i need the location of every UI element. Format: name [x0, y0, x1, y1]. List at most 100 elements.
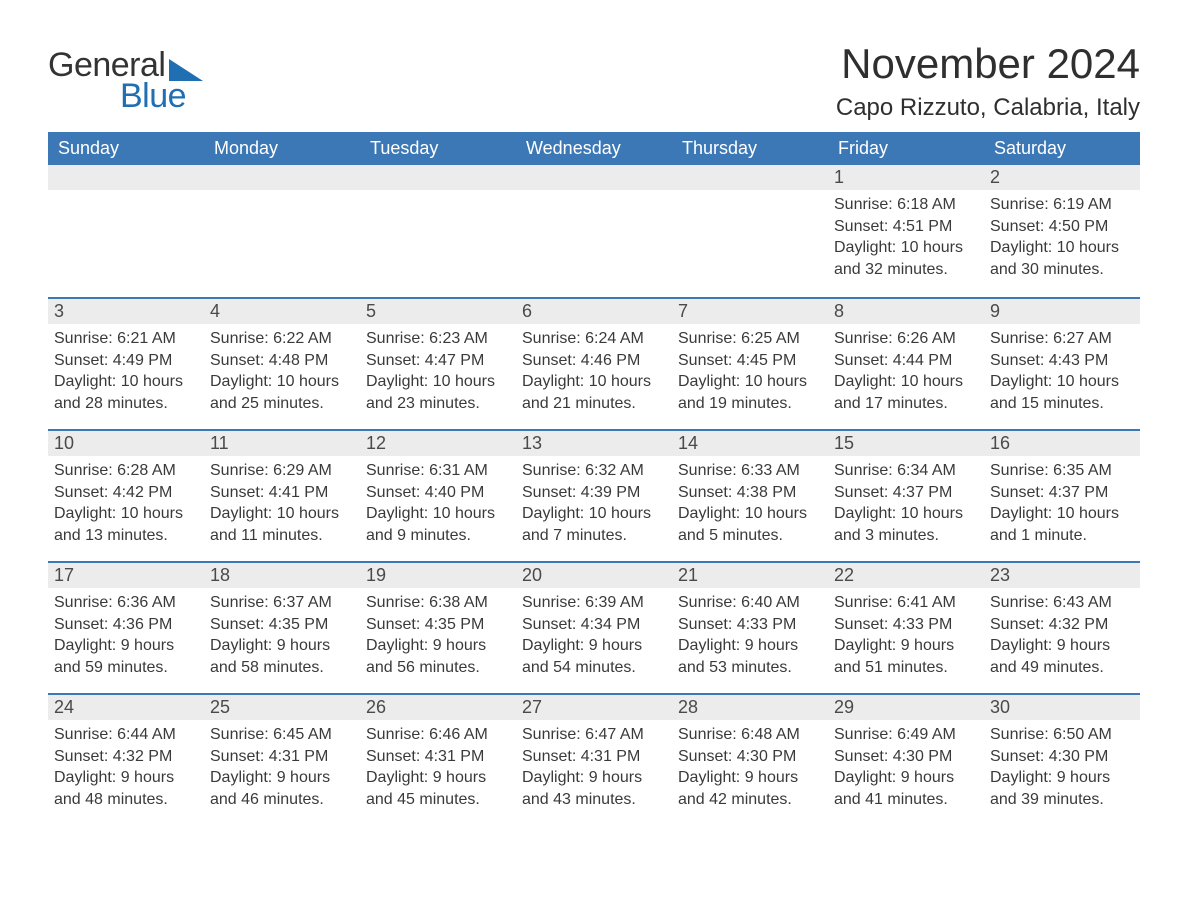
sunrise-text: Sunrise: 6:36 AM: [54, 592, 198, 614]
day-details: Sunrise: 6:39 AMSunset: 4:34 PMDaylight:…: [516, 588, 672, 684]
day-details: Sunrise: 6:25 AMSunset: 4:45 PMDaylight:…: [672, 324, 828, 420]
calendar-cell: 30Sunrise: 6:50 AMSunset: 4:30 PMDayligh…: [984, 693, 1140, 825]
daylight-text: Daylight: 10 hours and 11 minutes.: [210, 503, 354, 546]
sunrise-text: Sunrise: 6:26 AM: [834, 328, 978, 350]
day-number: [672, 165, 828, 190]
day-number: 20: [516, 563, 672, 588]
day-details: Sunrise: 6:29 AMSunset: 4:41 PMDaylight:…: [204, 456, 360, 552]
sunset-text: Sunset: 4:41 PM: [210, 482, 354, 504]
sunrise-text: Sunrise: 6:46 AM: [366, 724, 510, 746]
daylight-text: Daylight: 9 hours and 53 minutes.: [678, 635, 822, 678]
calendar-cell: 2 Sunrise: 6:19 AMSunset: 4:50 PMDaylight…: [984, 165, 1140, 297]
daylight-text: Daylight: 10 hours and 32 minutes.: [834, 237, 978, 280]
daylight-text: Daylight: 10 hours and 30 minutes.: [990, 237, 1134, 280]
day-details: Sunrise: 6:22 AMSunset: 4:48 PMDaylight:…: [204, 324, 360, 420]
sunrise-text: Sunrise: 6:24 AM: [522, 328, 666, 350]
calendar-cell: 17Sunrise: 6:36 AMSunset: 4:36 PMDayligh…: [48, 561, 204, 693]
header: General Blue November 2024 Capo Rizzuto,…: [48, 40, 1140, 132]
sunset-text: Sunset: 4:35 PM: [210, 614, 354, 636]
daylight-text: Daylight: 9 hours and 56 minutes.: [366, 635, 510, 678]
day-details: Sunrise: 6:23 AMSunset: 4:47 PMDaylight:…: [360, 324, 516, 420]
day-number: 12: [360, 431, 516, 456]
day-details: Sunrise: 6:38 AMSunset: 4:35 PMDaylight:…: [360, 588, 516, 684]
logo-text-blue: Blue: [120, 77, 186, 116]
calendar-cell: 13Sunrise: 6:32 AMSunset: 4:39 PMDayligh…: [516, 429, 672, 561]
logo: General Blue: [48, 46, 203, 116]
month-title: November 2024: [836, 40, 1140, 88]
daylight-text: Daylight: 9 hours and 51 minutes.: [834, 635, 978, 678]
sunrise-text: Sunrise: 6:18 AM: [834, 194, 978, 216]
sunset-text: Sunset: 4:33 PM: [834, 614, 978, 636]
daylight-text: Daylight: 9 hours and 58 minutes.: [210, 635, 354, 678]
calendar-cell: [360, 165, 516, 297]
calendar-cell: 25Sunrise: 6:45 AMSunset: 4:31 PMDayligh…: [204, 693, 360, 825]
sunset-text: Sunset: 4:33 PM: [678, 614, 822, 636]
weekday-header: Friday: [828, 132, 984, 165]
calendar-cell: 22Sunrise: 6:41 AMSunset: 4:33 PMDayligh…: [828, 561, 984, 693]
sunrise-text: Sunrise: 6:28 AM: [54, 460, 198, 482]
day-number: 21: [672, 563, 828, 588]
sunset-text: Sunset: 4:31 PM: [210, 746, 354, 768]
sunset-text: Sunset: 4:31 PM: [366, 746, 510, 768]
calendar-cell: 9Sunrise: 6:27 AMSunset: 4:43 PMDaylight…: [984, 297, 1140, 429]
sunrise-text: Sunrise: 6:23 AM: [366, 328, 510, 350]
daylight-text: Daylight: 9 hours and 45 minutes.: [366, 767, 510, 810]
day-details: [204, 190, 360, 200]
day-number: 26: [360, 695, 516, 720]
day-number: 2: [984, 165, 1140, 190]
daylight-text: Daylight: 10 hours and 28 minutes.: [54, 371, 198, 414]
sunset-text: Sunset: 4:32 PM: [990, 614, 1134, 636]
sunset-text: Sunset: 4:31 PM: [522, 746, 666, 768]
calendar-cell: 11Sunrise: 6:29 AMSunset: 4:41 PMDayligh…: [204, 429, 360, 561]
sunset-text: Sunset: 4:37 PM: [834, 482, 978, 504]
sunset-text: Sunset: 4:37 PM: [990, 482, 1134, 504]
day-details: [516, 190, 672, 200]
calendar-cell: 3Sunrise: 6:21 AMSunset: 4:49 PMDaylight…: [48, 297, 204, 429]
sunset-text: Sunset: 4:32 PM: [54, 746, 198, 768]
calendar-cell: [672, 165, 828, 297]
sunset-text: Sunset: 4:42 PM: [54, 482, 198, 504]
sunset-text: Sunset: 4:49 PM: [54, 350, 198, 372]
day-number: 6: [516, 299, 672, 324]
sunrise-text: Sunrise: 6:19 AM: [990, 194, 1134, 216]
sunrise-text: Sunrise: 6:39 AM: [522, 592, 666, 614]
calendar-row: 1Sunrise: 6:18 AMSunset: 4:51 PMDaylight…: [48, 165, 1140, 297]
day-number: 17: [48, 563, 204, 588]
sunset-text: Sunset: 4:39 PM: [522, 482, 666, 504]
sunrise-text: Sunrise: 6:43 AM: [990, 592, 1134, 614]
day-number: 7: [672, 299, 828, 324]
sunrise-text: Sunrise: 6:22 AM: [210, 328, 354, 350]
daylight-text: Daylight: 9 hours and 54 minutes.: [522, 635, 666, 678]
day-number: 9: [984, 299, 1140, 324]
day-details: Sunrise: 6:21 AMSunset: 4:49 PMDaylight:…: [48, 324, 204, 420]
calendar-cell: 19Sunrise: 6:38 AMSunset: 4:35 PMDayligh…: [360, 561, 516, 693]
sunrise-text: Sunrise: 6:45 AM: [210, 724, 354, 746]
calendar-cell: 26Sunrise: 6:46 AMSunset: 4:31 PMDayligh…: [360, 693, 516, 825]
day-details: Sunrise: 6:37 AMSunset: 4:35 PMDaylight:…: [204, 588, 360, 684]
calendar-cell: [204, 165, 360, 297]
calendar-row: 17Sunrise: 6:36 AMSunset: 4:36 PMDayligh…: [48, 561, 1140, 693]
sunrise-text: Sunrise: 6:32 AM: [522, 460, 666, 482]
sunset-text: Sunset: 4:50 PM: [990, 216, 1134, 238]
day-details: Sunrise: 6:24 AMSunset: 4:46 PMDaylight:…: [516, 324, 672, 420]
daylight-text: Daylight: 10 hours and 15 minutes.: [990, 371, 1134, 414]
day-details: Sunrise: 6:43 AMSunset: 4:32 PMDaylight:…: [984, 588, 1140, 684]
calendar-cell: 27Sunrise: 6:47 AMSunset: 4:31 PMDayligh…: [516, 693, 672, 825]
sunrise-text: Sunrise: 6:27 AM: [990, 328, 1134, 350]
sunrise-text: Sunrise: 6:41 AM: [834, 592, 978, 614]
calendar-cell: 23Sunrise: 6:43 AMSunset: 4:32 PMDayligh…: [984, 561, 1140, 693]
daylight-text: Daylight: 10 hours and 25 minutes.: [210, 371, 354, 414]
daylight-text: Daylight: 10 hours and 13 minutes.: [54, 503, 198, 546]
day-details: [48, 190, 204, 200]
daylight-text: Daylight: 9 hours and 42 minutes.: [678, 767, 822, 810]
day-details: Sunrise: 6:47 AMSunset: 4:31 PMDaylight:…: [516, 720, 672, 816]
daylight-text: Daylight: 10 hours and 5 minutes.: [678, 503, 822, 546]
calendar-cell: 7Sunrise: 6:25 AMSunset: 4:45 PMDaylight…: [672, 297, 828, 429]
sunrise-text: Sunrise: 6:35 AM: [990, 460, 1134, 482]
daylight-text: Daylight: 10 hours and 7 minutes.: [522, 503, 666, 546]
daylight-text: Daylight: 9 hours and 46 minutes.: [210, 767, 354, 810]
calendar-cell: 24Sunrise: 6:44 AMSunset: 4:32 PMDayligh…: [48, 693, 204, 825]
day-details: Sunrise: 6:40 AMSunset: 4:33 PMDaylight:…: [672, 588, 828, 684]
day-details: Sunrise: 6:46 AMSunset: 4:31 PMDaylight:…: [360, 720, 516, 816]
calendar-cell: 16Sunrise: 6:35 AMSunset: 4:37 PMDayligh…: [984, 429, 1140, 561]
